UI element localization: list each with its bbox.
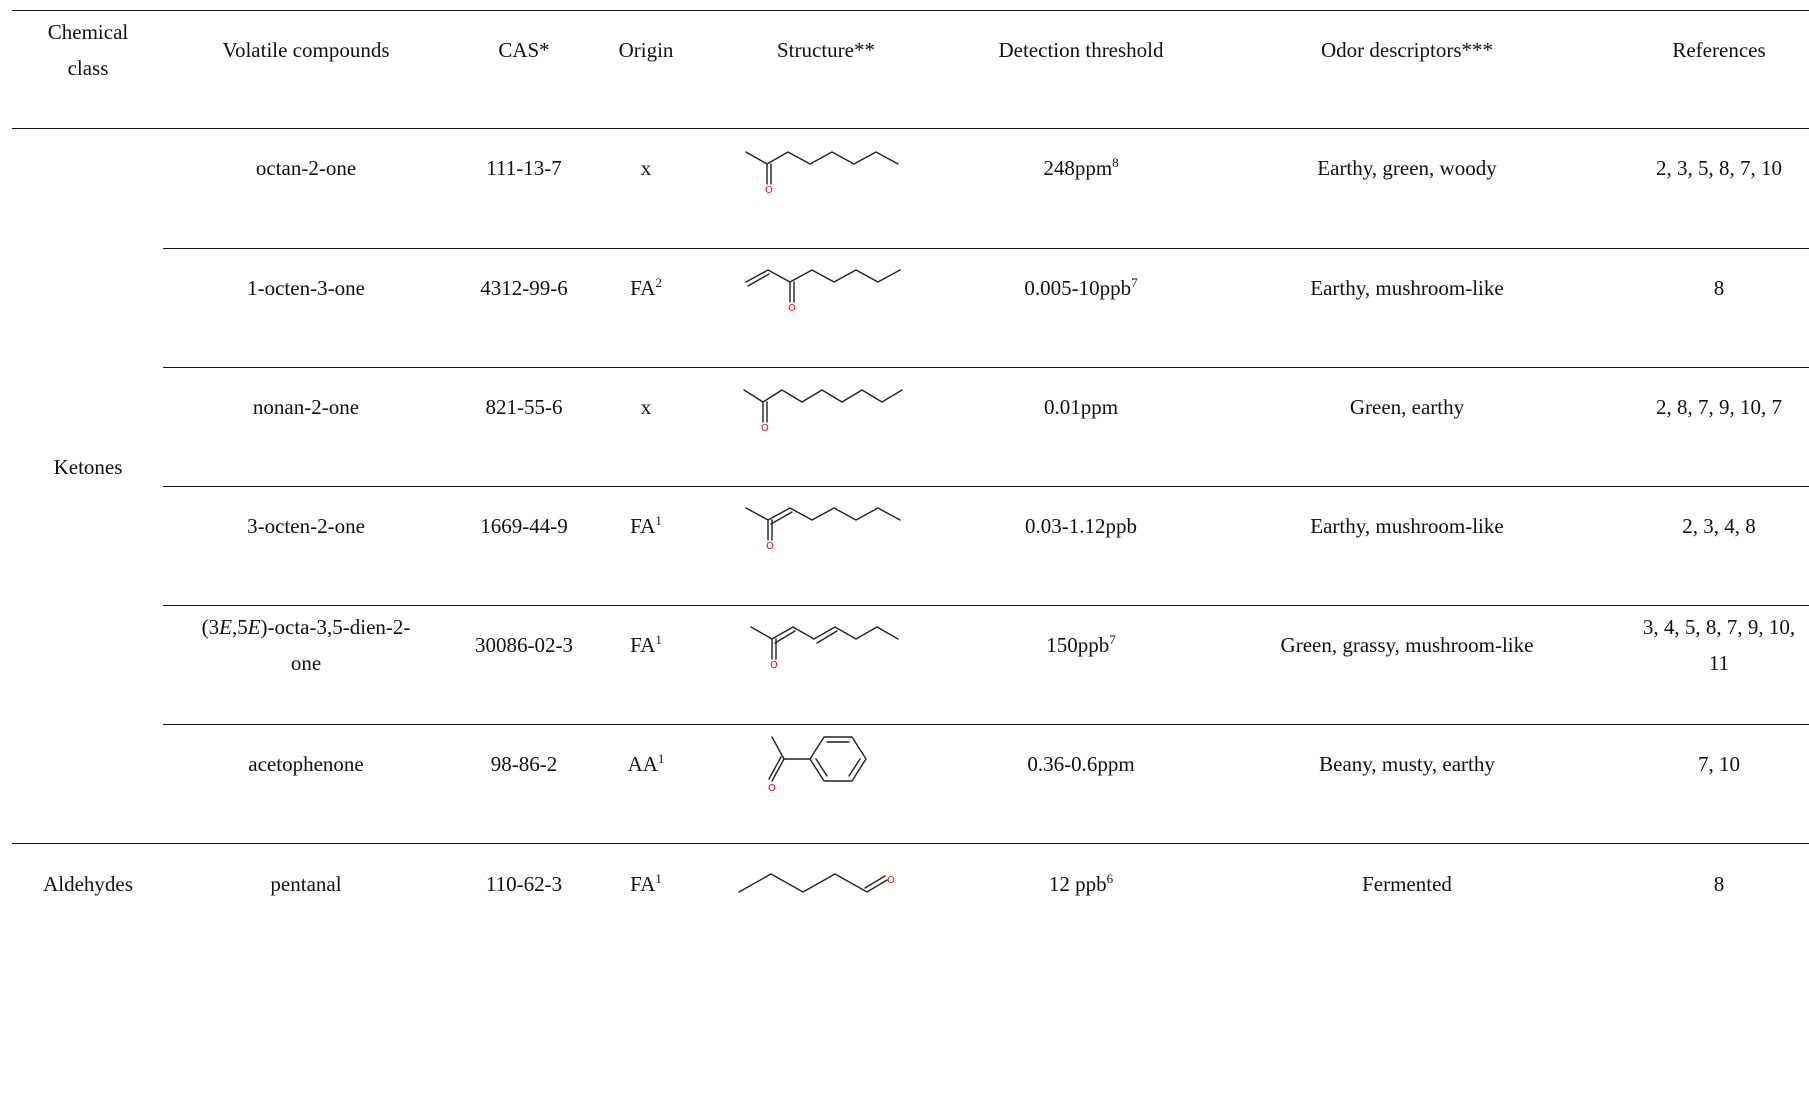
cas-number: 111-13-7 [486,156,562,180]
origin: FA2 [630,275,662,300]
odor-descriptors: Green, earthy [1349,395,1465,419]
references: 3, 4, 5, 8, 7, 9, 10, 11 [1642,615,1796,675]
origin: FA1 [630,871,662,896]
detection-threshold: 12 ppb6 [1048,871,1114,896]
detection-threshold: 0.03-1.12ppb [1025,514,1137,538]
cas-number: 98-86-2 [490,752,558,776]
odor-descriptors: Earthy, mushroom-like [1310,514,1504,538]
references: 8 [1713,872,1725,896]
references: 2, 3, 4, 8 [1682,514,1756,538]
odor-descriptors: Fermented [1362,872,1452,896]
row-divider [163,248,1809,249]
compound-name: 3-octen-2-one [247,514,365,538]
cas-number: 110-62-3 [485,872,563,896]
row-divider [163,605,1809,606]
compound-name: 1-octen-3-one [247,276,365,300]
header-chemical-class: Chemical class [47,20,129,80]
row-divider [163,486,1809,487]
cas-number: 30086-02-3 [475,633,573,657]
odor-descriptors: Earthy, green, woody [1317,156,1497,180]
header-references: References [1672,38,1766,62]
nonan-2-one-structure-icon: O [743,389,903,434]
acetophenone-structure-drawing-icon: O [768,736,867,794]
references: 2, 8, 7, 9, 10, 7 [1656,395,1782,419]
cas-number: 1669-44-9 [480,514,568,538]
references: 2, 3, 5, 8, 7, 10 [1656,156,1782,180]
odor-descriptors: Beany, musty, earthy [1319,752,1495,776]
3-octen-2-one-structure-icon: O [745,507,901,552]
header-volatile-compounds: Volatile compounds [222,38,390,62]
compound-name: (3E,5E)-octa-3,5-dien-2- one [201,615,411,675]
detection-threshold: 0.36-0.6ppm [1027,752,1135,776]
svg-text:O: O [766,541,774,552]
acetophenone-bond-diagram [765,848,766,849]
detection-threshold: 0.01ppm [1043,395,1119,419]
origin: x [640,395,652,419]
pentanal-structure-icon: O [738,873,895,893]
origin: FA1 [630,513,662,538]
octa-3-5-dien-2-one-structure-icon: O [750,626,899,671]
compound-name: pentanal [270,872,342,896]
svg-text:O: O [788,303,796,314]
detection-threshold: 150ppb7 [1046,632,1116,657]
class-divider-rule [12,843,1809,844]
header-detection-threshold: Detection threshold [998,38,1164,62]
header-odor-descriptors: Odor descriptors*** [1320,38,1494,62]
row-divider [163,724,1809,725]
cas-number: 821-55-6 [485,395,563,419]
svg-text:O: O [765,185,773,196]
detection-threshold: 248ppm8 [1043,155,1119,180]
header-cas: CAS* [498,38,550,62]
origin: FA1 [630,632,662,657]
svg-text:O: O [768,783,776,794]
svg-text:O: O [761,423,769,434]
class-label-aldehydes: Aldehydes [43,872,133,896]
acetophenone-benzene-icon [760,848,761,849]
references: 8 [1713,276,1725,300]
detection-threshold: 0.005-10ppb7 [1024,275,1138,300]
1-octen-3-one-structure-icon: O [745,269,901,314]
compound-name: acetophenone [248,752,364,776]
header-structure: Structure** [777,38,875,62]
origin: x [640,156,652,180]
cas-number: 4312-99-6 [480,276,568,300]
origin: AA1 [627,751,665,776]
row-divider [163,367,1809,368]
class-label-ketones: Ketones [53,455,123,479]
svg-text:O: O [770,660,778,671]
svg-text:O: O [887,875,895,886]
compound-name: nonan-2-one [252,395,360,419]
odor-descriptors: Earthy, mushroom-like [1310,276,1504,300]
compound-name: octan-2-one [255,156,357,180]
odor-descriptors: Green, grassy, mushroom-like [1280,633,1534,657]
references: 7, 10 [1698,752,1740,776]
table-top-rule [12,10,1809,11]
header-origin: Origin [618,38,674,62]
octan-2-one-structure-icon: O [745,151,899,196]
header-bottom-rule [12,128,1809,129]
